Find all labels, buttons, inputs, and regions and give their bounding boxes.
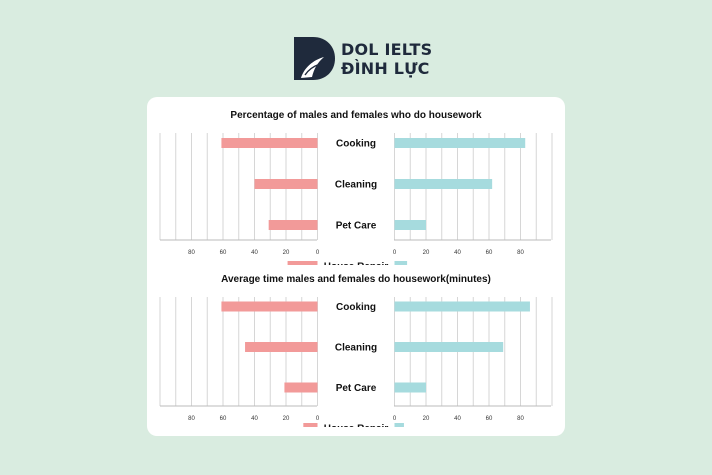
- right-tick-label: 80: [517, 250, 524, 256]
- right-tick-label: 60: [486, 416, 493, 422]
- left-bar-house-repair: [287, 261, 318, 265]
- right-bar-cleaning: [394, 179, 493, 189]
- right-tick-label: 40: [454, 416, 461, 422]
- left-bar-cooking: [221, 138, 318, 148]
- right-tick-label: 80: [517, 416, 524, 422]
- left-bar-cooking: [221, 301, 318, 312]
- category-label-house-repair: House Repair: [324, 424, 389, 428]
- left-tick-label: 20: [283, 416, 290, 422]
- brand-name: DOL IELTS ĐÌNH LỰC: [341, 40, 432, 78]
- right-bar-pet-care: [394, 220, 426, 230]
- brand-logo: DOL IELTS ĐÌNH LỰC: [293, 34, 433, 84]
- category-label-pet-care: Pet Care: [336, 221, 377, 232]
- left-bar-house-repair: [303, 423, 318, 427]
- chart-title-percentage: Percentage of males and females who do h…: [230, 110, 482, 121]
- right-tick-label: 0: [393, 416, 397, 422]
- right-bar-house-repair: [394, 423, 404, 427]
- average-time-chart: Cooking Cleaning Pet Care House Repair 80 60 4…: [159, 297, 553, 428]
- category-label-cooking: Cooking: [336, 139, 376, 150]
- category-label-pet-care: Pet Care: [336, 383, 377, 394]
- chart-title-average-time: Average time males and females do housew…: [221, 274, 491, 285]
- right-bar-cooking: [394, 301, 530, 312]
- right-tick-label: 20: [423, 250, 430, 256]
- category-label-house-repair: House Repair: [324, 262, 389, 266]
- category-label-cleaning: Cleaning: [335, 343, 377, 354]
- left-tick-label: 60: [220, 250, 227, 256]
- dol-logo-icon: [294, 37, 335, 80]
- left-bar-cleaning: [254, 179, 318, 189]
- right-tick-label: 0: [393, 250, 397, 256]
- right-tick-label: 60: [486, 250, 493, 256]
- right-tick-label: 40: [454, 250, 461, 256]
- right-bar-cooking: [394, 138, 526, 148]
- chart-card: Percentage of males and females who do h…: [147, 97, 565, 436]
- percentage-chart: Cooking Cleaning Pet Care House Repair 80 60 4…: [159, 133, 553, 266]
- right-bar-house-repair: [394, 261, 408, 265]
- left-tick-label: 40: [251, 250, 258, 256]
- brand-line2: ĐÌNH LỰC: [341, 59, 430, 78]
- right-tick-label: 20: [423, 416, 430, 422]
- right-bar-cleaning: [394, 342, 504, 352]
- left-bar-pet-care: [284, 382, 318, 393]
- left-tick-label: 20: [283, 250, 290, 256]
- brand-line1: DOL IELTS: [341, 40, 433, 59]
- left-tick-label: 80: [188, 416, 195, 422]
- left-bar-cleaning: [245, 342, 318, 352]
- right-bar-pet-care: [394, 382, 426, 393]
- left-bar-pet-care: [268, 220, 318, 230]
- category-label-cooking: Cooking: [336, 302, 376, 313]
- category-label-cleaning: Cleaning: [335, 180, 377, 191]
- left-tick-label: 60: [220, 416, 227, 422]
- left-tick-label: 40: [251, 416, 258, 422]
- left-tick-label: 80: [188, 250, 195, 256]
- left-tick-label: 0: [316, 416, 320, 422]
- left-tick-label: 0: [316, 250, 320, 256]
